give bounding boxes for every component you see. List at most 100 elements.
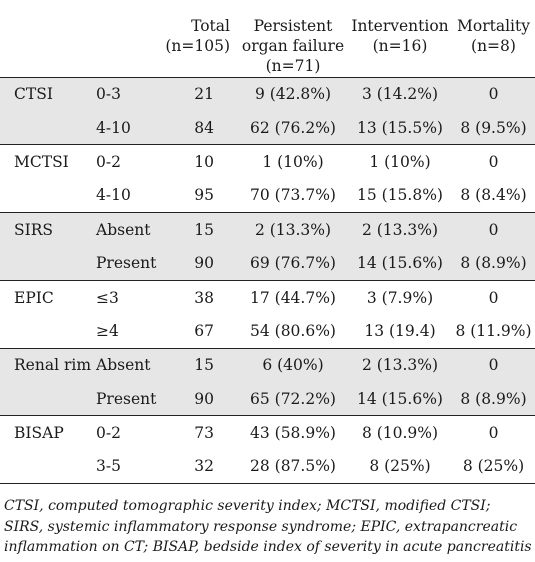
table-row: Renal rim Absent 15 6 (40%) 2 (13.3%) 0 <box>0 348 535 383</box>
header-mortality: Mortality (n=8) <box>452 0 535 77</box>
row-intervention: 1 (10%) <box>369 152 431 171</box>
header-intervention: Intervention (n=16) <box>348 0 452 77</box>
header-total-line1: Total <box>191 17 230 35</box>
row-total: 95 <box>194 186 214 205</box>
table-row: SIRS Absent 15 2 (13.3%) 2 (13.3%) 0 <box>0 212 535 247</box>
header-empty-1 <box>0 0 86 77</box>
table-container: Total (n=105) Persistent organ failure (… <box>0 0 535 484</box>
table-header: Total (n=105) Persistent organ failure (… <box>0 0 535 77</box>
row-pof: 6 (40%) <box>262 356 324 375</box>
row-subgroup: Absent <box>96 356 151 375</box>
row-total: 67 <box>194 321 214 340</box>
row-intervention: 15 (15.8%) <box>357 186 443 205</box>
row-mortality: 8 (8.9%) <box>460 254 527 273</box>
header-empty-2 <box>86 0 160 77</box>
row-pof: 62 (76.2%) <box>250 118 336 137</box>
group-mctsi: MCTSI 0-2 10 1 (10%) 1 (10%) 0 4-10 95 7… <box>0 144 535 213</box>
row-mortality: 0 <box>488 85 499 104</box>
table-row: ≥4 67 54 (80.6%) 13 (19.4) 8 (11.9%) <box>0 314 535 349</box>
group-renal-rim: Renal rim Absent 15 6 (40%) 2 (13.3%) 0 … <box>0 348 535 416</box>
header-mortality-line1: Mortality <box>457 17 530 35</box>
table-row: 4-10 84 62 (76.2%) 13 (15.5%) 8 (9.5%) <box>0 110 535 145</box>
table-row: MCTSI 0-2 10 1 (10%) 1 (10%) 0 <box>0 144 535 179</box>
group-label: MCTSI <box>14 152 69 171</box>
row-pof: 43 (58.9%) <box>250 424 336 443</box>
group-label: CTSI <box>14 85 53 104</box>
row-pof: 70 (73.7%) <box>250 186 336 205</box>
row-subgroup: 0-3 <box>96 85 121 104</box>
group-label: BISAP <box>14 424 64 443</box>
row-mortality: 8 (11.9%) <box>455 321 532 340</box>
group-label: SIRS <box>14 220 54 239</box>
row-subgroup: Absent <box>96 220 151 239</box>
row-total: 73 <box>194 424 214 443</box>
row-subgroup: Present <box>96 254 157 273</box>
table-row: Present 90 69 (76.7%) 14 (15.6%) 8 (8.9%… <box>0 246 535 281</box>
row-total: 90 <box>194 254 214 273</box>
table-row: 4-10 95 70 (73.7%) 15 (15.8%) 8 (8.4%) <box>0 178 535 213</box>
group-sirs: SIRS Absent 15 2 (13.3%) 2 (13.3%) 0 Pre… <box>0 212 535 281</box>
header-intervention-line1: Intervention <box>351 17 449 35</box>
header-pof: Persistent organ failure (n=71) <box>238 0 348 77</box>
table-row: BISAP 0-2 73 43 (58.9%) 8 (10.9%) 0 <box>0 415 535 450</box>
row-total: 84 <box>194 118 214 137</box>
row-mortality: 8 (8.9%) <box>460 389 527 408</box>
row-mortality: 8 (25%) <box>462 457 525 476</box>
row-total: 21 <box>194 85 214 104</box>
row-total: 15 <box>194 356 214 375</box>
table-row: CTSI 0-3 21 9 (42.8%) 3 (14.2%) 0 <box>0 77 535 111</box>
row-intervention: 2 (13.3%) <box>361 356 439 375</box>
row-total: 10 <box>194 152 214 171</box>
outcomes-table: Total (n=105) Persistent organ failure (… <box>0 0 535 484</box>
row-mortality: 8 (8.4%) <box>460 186 527 205</box>
row-subgroup: ≤3 <box>96 288 119 307</box>
row-pof: 54 (80.6%) <box>250 321 336 340</box>
row-total: 90 <box>194 389 214 408</box>
group-label-empty <box>0 314 86 348</box>
row-mortality: 0 <box>488 152 499 171</box>
table-footnote: CTSI, computed tomographic severity inde… <box>4 498 532 556</box>
group-label-empty <box>0 111 86 145</box>
group-ctsi: CTSI 0-3 21 9 (42.8%) 3 (14.2%) 0 4-10 8… <box>0 77 535 145</box>
header-mortality-line2: (n=8) <box>471 37 516 55</box>
row-intervention: 2 (13.3%) <box>361 220 439 239</box>
header-total-line2: (n=105) <box>165 37 230 55</box>
header-pof-line1: Persistent <box>253 17 333 35</box>
row-total: 32 <box>194 457 214 476</box>
group-label: EPIC <box>14 288 54 307</box>
row-intervention: 3 (7.9%) <box>366 288 434 307</box>
row-mortality: 0 <box>488 220 499 239</box>
row-pof: 28 (87.5%) <box>250 457 336 476</box>
group-label-empty <box>0 450 86 484</box>
row-intervention: 3 (14.2%) <box>361 85 439 104</box>
row-mortality: 0 <box>488 288 499 307</box>
row-pof: 1 (10%) <box>262 152 324 171</box>
row-subgroup: 4-10 <box>96 186 131 205</box>
row-subgroup: 4-10 <box>96 118 131 137</box>
header-pof-line3: (n=71) <box>265 57 321 75</box>
group-label-empty <box>0 246 86 280</box>
row-total: 15 <box>194 220 214 239</box>
row-pof: 2 (13.3%) <box>254 220 332 239</box>
row-intervention: 8 (10.9%) <box>361 424 439 443</box>
row-subgroup: 0-2 <box>96 152 121 171</box>
header-total: Total (n=105) <box>160 0 238 77</box>
row-mortality: 8 (9.5%) <box>460 118 527 137</box>
table-row: Present 90 65 (72.2%) 14 (15.6%) 8 (8.9%… <box>0 382 535 416</box>
group-label-empty <box>0 382 86 416</box>
row-subgroup: Present <box>96 389 157 408</box>
row-intervention: 13 (19.4) <box>364 321 436 340</box>
row-subgroup: ≥4 <box>96 321 119 340</box>
table-row: EPIC ≤3 38 17 (44.7%) 3 (7.9%) 0 <box>0 280 535 315</box>
row-intervention: 14 (15.6%) <box>357 254 443 273</box>
group-epic: EPIC ≤3 38 17 (44.7%) 3 (7.9%) 0 ≥4 67 5… <box>0 280 535 349</box>
table-row: 3-5 32 28 (87.5%) 8 (25%) 8 (25%) <box>0 449 535 484</box>
group-label-empty <box>0 179 86 213</box>
row-mortality: 0 <box>488 356 499 375</box>
group-label: Renal rim <box>14 356 92 375</box>
row-pof: 65 (72.2%) <box>250 389 336 408</box>
header-pof-line2: organ failure <box>241 37 345 55</box>
row-total: 38 <box>194 288 214 307</box>
row-intervention: 13 (15.5%) <box>357 118 443 137</box>
row-intervention: 14 (15.6%) <box>357 389 443 408</box>
